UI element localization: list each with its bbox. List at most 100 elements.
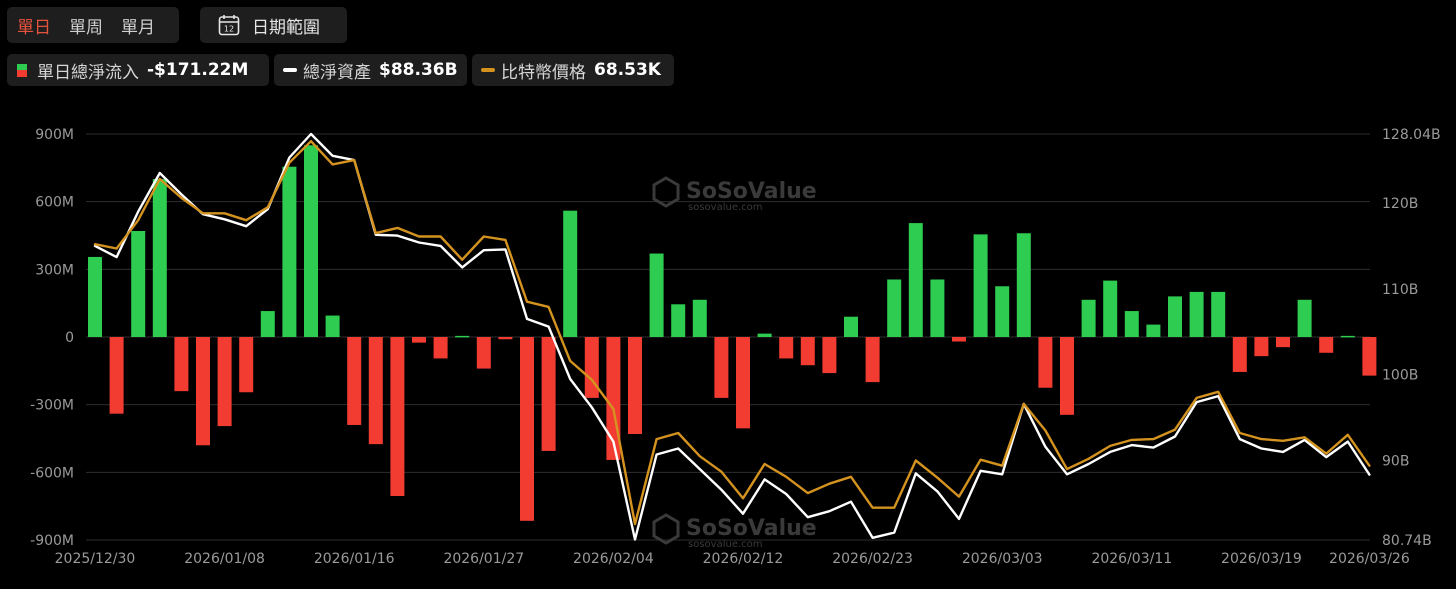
left-axis-tick: 300M bbox=[35, 262, 74, 278]
legend-btc-price[interactable]: 比特幣價格 68.53K bbox=[472, 54, 674, 86]
flow-bar bbox=[1254, 337, 1269, 357]
flow-bar bbox=[88, 256, 102, 337]
x-axis-tick: 2026/01/08 bbox=[184, 551, 265, 567]
watermark-url: sosovalue.com bbox=[688, 202, 763, 213]
flow-bar bbox=[1362, 337, 1377, 376]
flow-bar bbox=[260, 311, 275, 337]
bar-swatch-icon bbox=[17, 63, 27, 77]
flow-bar bbox=[1211, 291, 1226, 337]
flow-bar bbox=[844, 316, 858, 337]
flow-bar bbox=[1232, 337, 1247, 372]
watermark-brand: SoSoValue bbox=[686, 516, 817, 541]
flow-bar bbox=[541, 337, 556, 451]
x-axis-tick: 2026/03/03 bbox=[962, 551, 1043, 567]
flow-bar bbox=[239, 337, 254, 393]
btc-price-line bbox=[93, 139, 1371, 526]
legend-total-assets[interactable]: 總淨資產 $88.36B bbox=[274, 54, 467, 86]
flow-bar bbox=[1038, 337, 1053, 388]
flow-bar bbox=[1146, 324, 1161, 337]
legend-value: $88.36B bbox=[379, 60, 458, 80]
watermark-logo-icon bbox=[652, 176, 680, 208]
legend-label: 比特幣價格 bbox=[501, 62, 586, 83]
legend-label: 單日總淨流入 bbox=[37, 62, 139, 83]
flow-bar bbox=[304, 145, 318, 337]
flow-bar bbox=[584, 337, 599, 398]
right-axis-tick: 100B bbox=[1382, 368, 1418, 384]
flow-bar bbox=[152, 179, 167, 337]
flow-bar bbox=[1060, 337, 1074, 415]
x-axis-tick: 2026/02/12 bbox=[703, 551, 784, 567]
flow-bar bbox=[196, 337, 210, 446]
period-daily[interactable]: 單日 bbox=[17, 17, 51, 38]
flow-bar bbox=[908, 223, 923, 337]
watermark-brand: SoSoValue bbox=[686, 179, 817, 204]
left-axis-tick: -300M bbox=[30, 398, 74, 414]
calendar-day: 12 bbox=[224, 25, 234, 34]
x-axis-tick: 2026/01/16 bbox=[314, 551, 395, 567]
legend-value: 68.53K bbox=[594, 60, 661, 80]
flow-bar bbox=[520, 337, 534, 521]
flow-bar bbox=[1276, 337, 1290, 348]
flow-bar bbox=[325, 315, 340, 337]
flow-bar bbox=[1189, 291, 1204, 337]
flow-bar bbox=[498, 337, 513, 340]
flow-bar bbox=[1297, 299, 1312, 337]
flow-bar bbox=[995, 286, 1010, 337]
flow-bar bbox=[800, 337, 815, 366]
flow-bar bbox=[1016, 233, 1031, 337]
flow-bar bbox=[1319, 337, 1334, 353]
left-axis-tick: 0 bbox=[65, 330, 74, 346]
period-selector: 單日 單周 單月 bbox=[7, 7, 179, 43]
x-axis-tick: 2026/01/27 bbox=[443, 551, 524, 567]
left-axis-tick: -900M bbox=[30, 533, 74, 549]
period-monthly[interactable]: 單月 bbox=[121, 17, 155, 38]
right-axis-tick: 120B bbox=[1382, 196, 1418, 212]
line-swatch-icon bbox=[283, 68, 297, 72]
legend-net-inflow[interactable]: 單日總淨流入 -$171.22M bbox=[7, 54, 269, 86]
flow-bar bbox=[174, 337, 189, 392]
right-axis-tick: 128.04B bbox=[1382, 127, 1441, 143]
left-axis-tick: 900M bbox=[35, 127, 74, 143]
flow-bar bbox=[412, 337, 426, 343]
line-swatch-icon bbox=[481, 68, 495, 72]
total-assets-line bbox=[93, 132, 1371, 541]
flow-bar bbox=[1340, 335, 1355, 338]
flow-bar bbox=[736, 337, 750, 429]
flow-bar bbox=[1168, 296, 1182, 337]
flow-bar bbox=[433, 337, 448, 359]
flow-bar bbox=[455, 335, 470, 338]
flow-bar bbox=[476, 337, 491, 369]
date-range-label: 日期範圍 bbox=[252, 17, 320, 38]
x-axis-tick: 2026/02/04 bbox=[573, 551, 654, 567]
flow-bar bbox=[1103, 280, 1118, 337]
right-axis-tick: 80.74B bbox=[1382, 533, 1432, 549]
date-range-button[interactable]: 12 日期範圍 bbox=[200, 7, 347, 43]
flow-bar bbox=[109, 337, 124, 414]
flow-bar bbox=[779, 337, 794, 359]
flow-bar bbox=[649, 253, 664, 337]
flow-bar bbox=[628, 337, 642, 434]
flow-bar bbox=[822, 337, 837, 374]
flow-bar bbox=[347, 337, 362, 425]
right-axis-tick: 90B bbox=[1382, 454, 1409, 470]
x-axis-tick: 2026/03/26 bbox=[1329, 551, 1410, 567]
flow-bar bbox=[973, 234, 988, 337]
watermark-logo-icon bbox=[652, 513, 680, 545]
flow-bar bbox=[1081, 299, 1096, 337]
x-axis-tick: 2026/03/11 bbox=[1091, 551, 1172, 567]
flow-bar bbox=[131, 230, 146, 337]
flow-bar bbox=[390, 337, 405, 497]
flow-bar bbox=[930, 279, 945, 337]
flow-bar bbox=[217, 337, 232, 427]
flow-bar bbox=[563, 210, 578, 337]
x-axis-tick: 2026/02/23 bbox=[832, 551, 913, 567]
left-axis-tick: 600M bbox=[35, 195, 74, 211]
flow-bar bbox=[865, 337, 880, 383]
flow-bar bbox=[1124, 311, 1139, 337]
period-weekly[interactable]: 單周 bbox=[69, 17, 103, 38]
flow-bar bbox=[282, 166, 297, 337]
left-axis-tick: -600M bbox=[30, 465, 74, 481]
